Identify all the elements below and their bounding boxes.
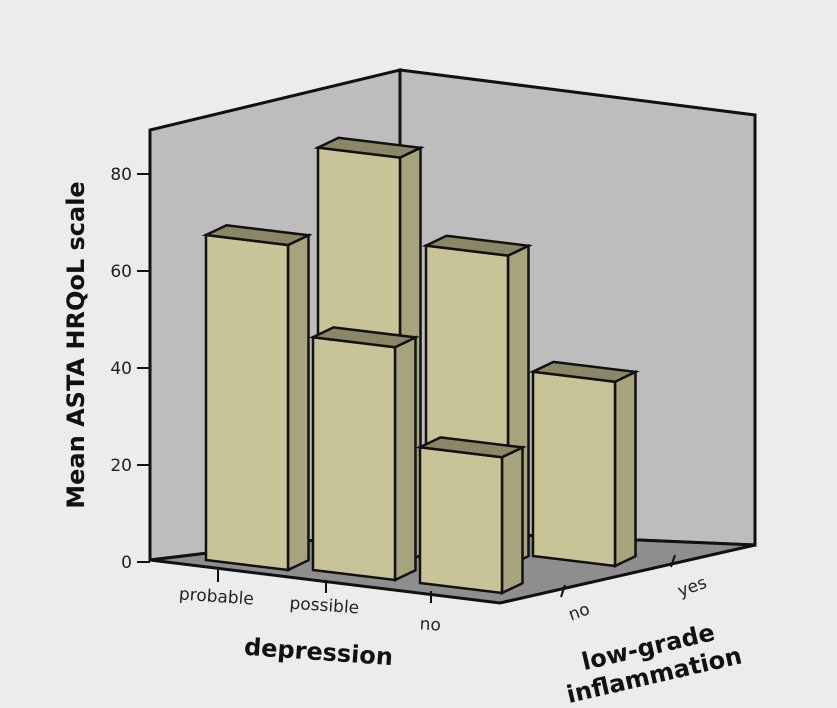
bar-yes-possible-top bbox=[313, 136, 425, 159]
y-tick-label: 60 bbox=[110, 262, 132, 282]
bar-no-possible-side bbox=[393, 335, 417, 582]
bar-yes-third-front bbox=[531, 370, 617, 568]
x-tick-no: no bbox=[419, 614, 442, 635]
bar-no-possible-top bbox=[308, 326, 420, 349]
x-tick-probable: probable bbox=[178, 584, 254, 609]
bar-no-possible bbox=[308, 326, 420, 582]
y-tick-label: 80 bbox=[110, 165, 132, 185]
y-axis: 0 20 40 60 80 bbox=[110, 165, 676, 603]
x-axis-title: depression bbox=[243, 633, 394, 671]
z-tick-no: no bbox=[566, 599, 593, 625]
bar-no-probable-front bbox=[204, 233, 290, 572]
bar-no-no-side bbox=[500, 445, 524, 595]
bars bbox=[201, 136, 640, 595]
z-tick-mark bbox=[670, 554, 676, 568]
y-tick-label: 20 bbox=[110, 456, 132, 476]
bar-no-no-top bbox=[415, 436, 527, 459]
x-tick-possible: possible bbox=[289, 594, 360, 619]
bar-no-probable-side bbox=[286, 233, 310, 572]
y-axis-title: Mean ASTA HRQoL scale bbox=[62, 181, 90, 508]
y-tick-label: 40 bbox=[110, 359, 132, 379]
bar-yes-third-side bbox=[613, 369, 637, 568]
bar-yes-no-top bbox=[421, 234, 533, 257]
bar-yes-third bbox=[528, 360, 640, 568]
y-tick-label: 0 bbox=[121, 553, 132, 573]
bar-yes-third-top bbox=[528, 360, 640, 383]
bar-no-probable-top bbox=[201, 223, 313, 247]
z-tick-yes: yes bbox=[675, 573, 710, 602]
bar-no-no bbox=[415, 436, 527, 595]
bar-no-probable bbox=[201, 223, 313, 572]
bar-no-no-front bbox=[418, 445, 504, 595]
z-tick-mark bbox=[560, 584, 566, 598]
bar-no-possible-front bbox=[311, 335, 397, 582]
